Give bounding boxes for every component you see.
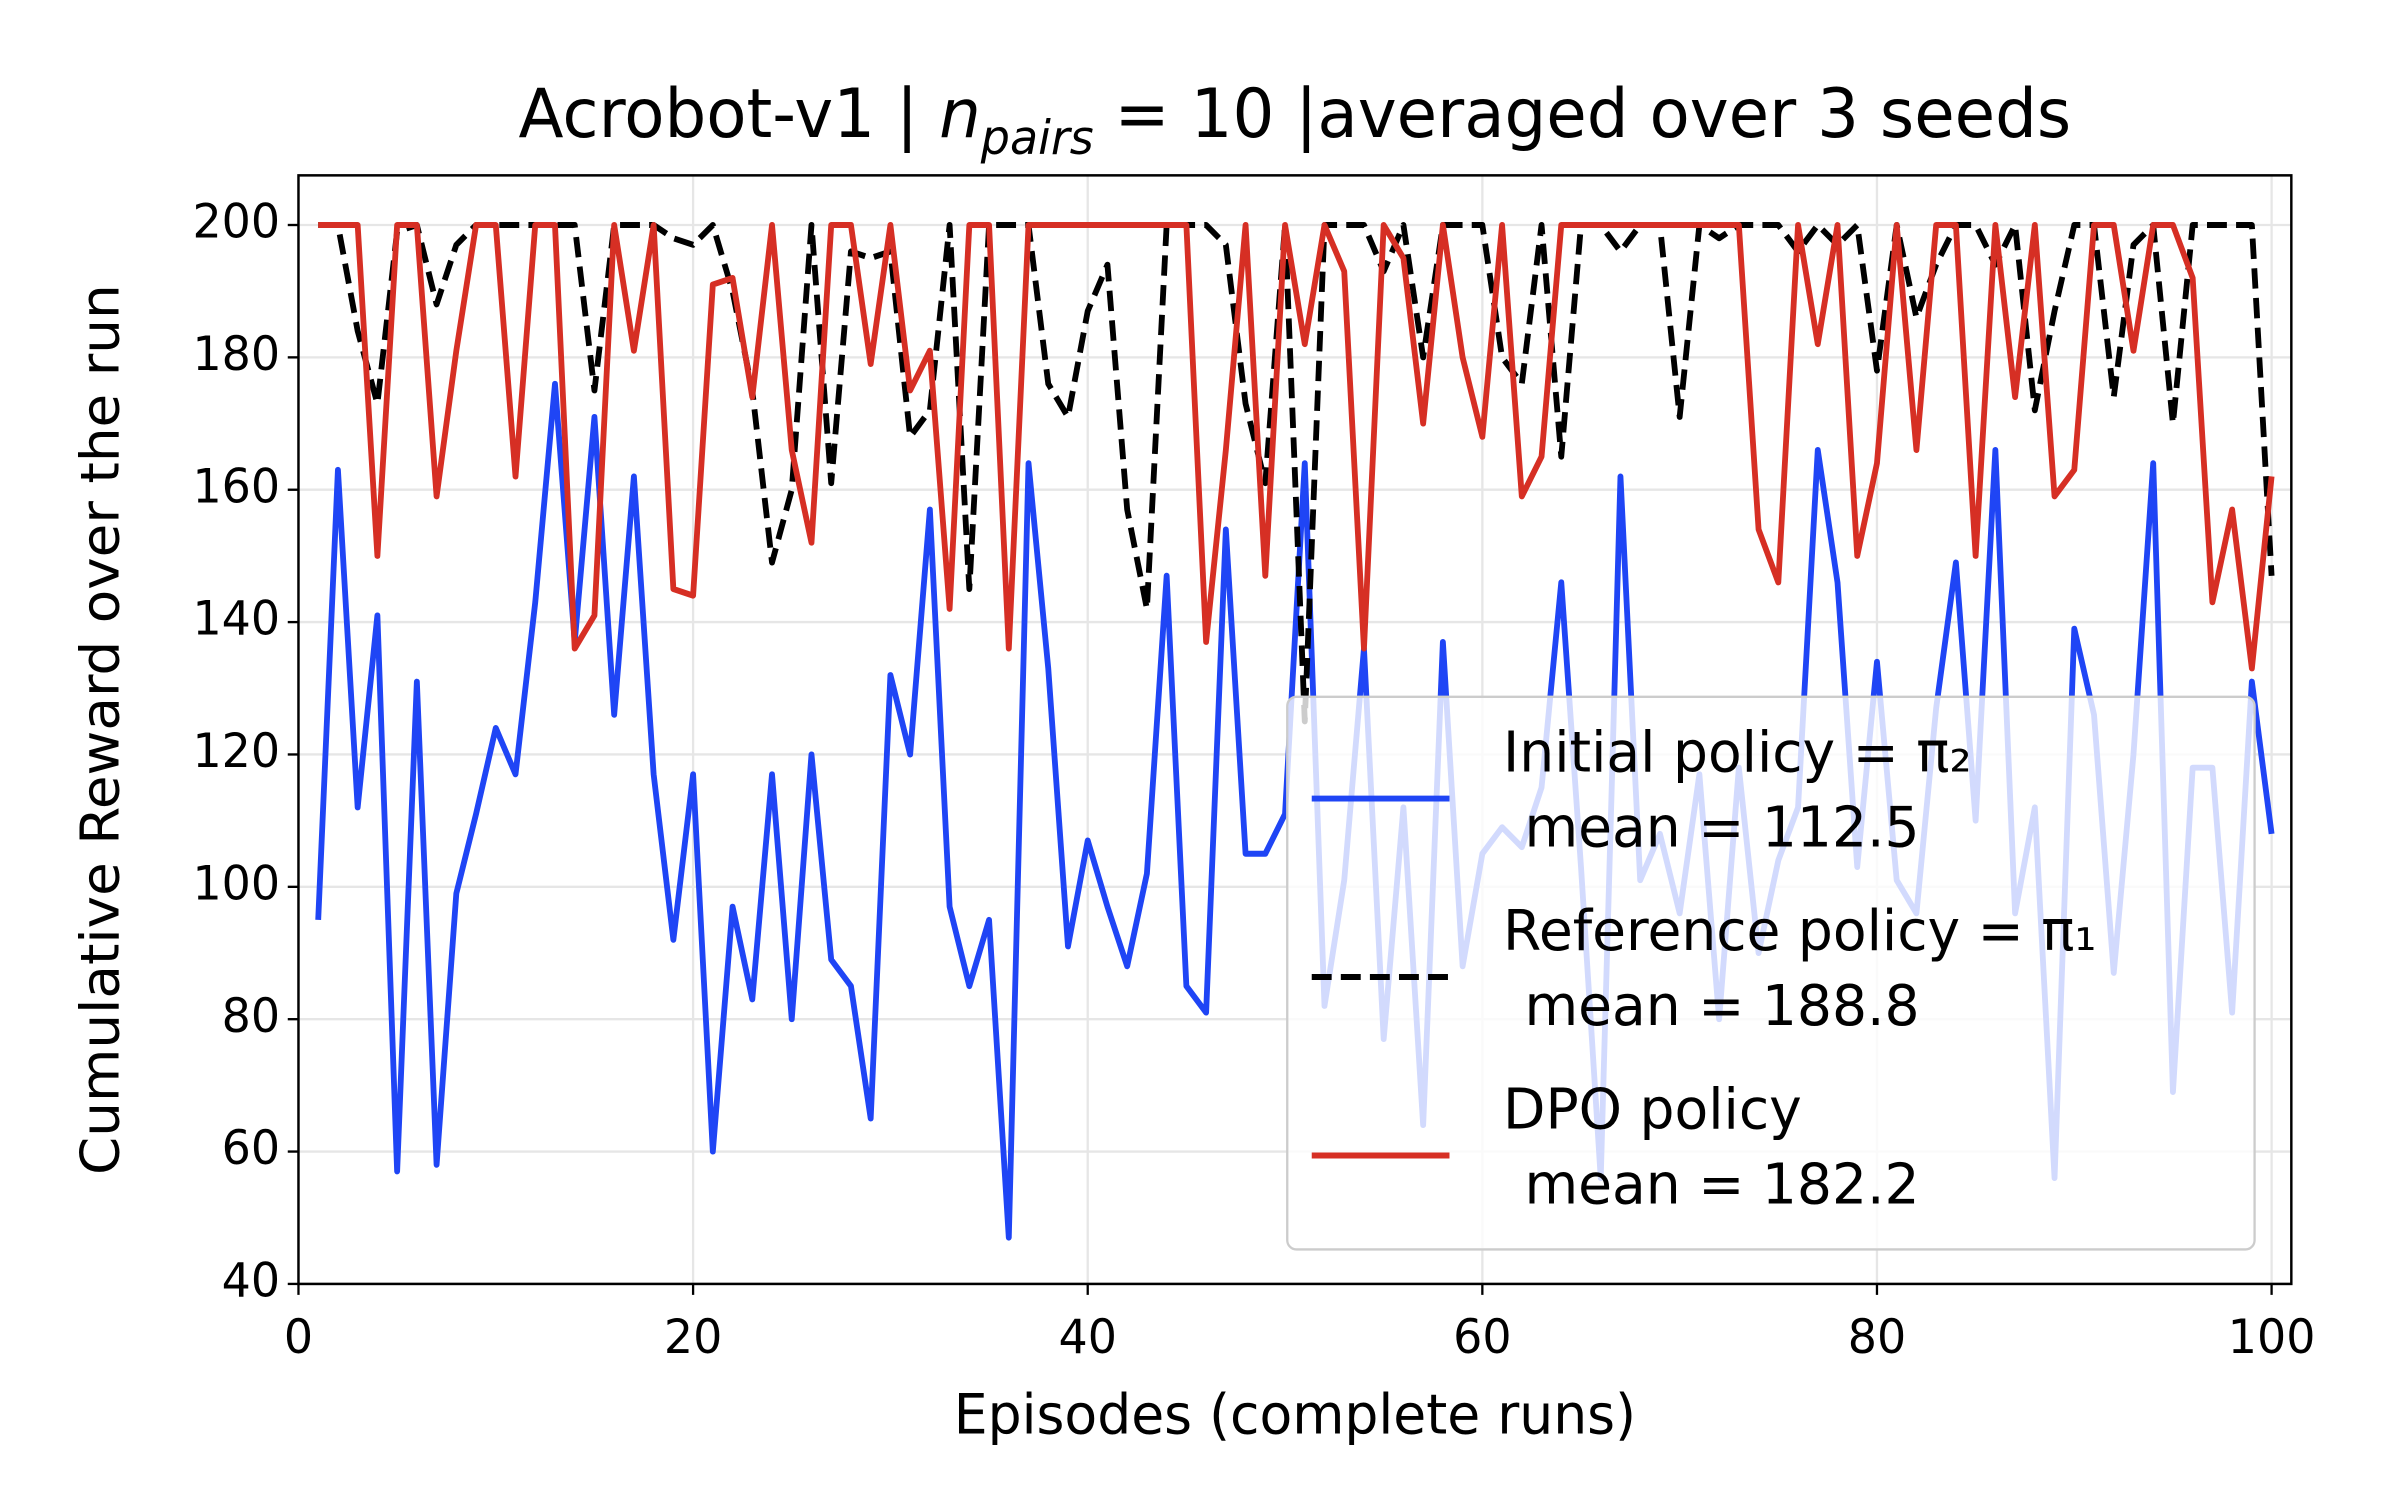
plot-area (315, 222, 2275, 1241)
y-axis-label: Cumulative Reward over the run (69, 284, 131, 1175)
axes-frame (297, 174, 2293, 1286)
y-tick-label: 200 (192, 194, 280, 249)
title-part: n (939, 75, 981, 154)
y-tick-label: 120 (192, 724, 280, 779)
series-line (318, 222, 2275, 672)
legend-label: DPO policy (1503, 1077, 1802, 1143)
title-part: pairs (980, 110, 1094, 165)
y-tick-label: 100 (192, 856, 280, 911)
x-tick-label: 80 (1848, 1309, 1906, 1364)
title-part: Acrobot-v1 | (519, 75, 940, 154)
x-axis-label: Episodes (complete runs) (954, 1383, 1636, 1447)
series-line (315, 380, 2275, 1241)
x-tick-label: 0 (284, 1309, 313, 1364)
legend-label: Reference policy = π₁ (1503, 898, 2096, 964)
legend-note: mean = 188.8 (1524, 974, 1919, 1040)
title-part: = 10 |averaged over 3 seeds (1094, 75, 2072, 154)
y-tick-label: 160 (192, 459, 280, 514)
legend-note: mean = 112.5 (1524, 795, 1919, 861)
y-tick-label: 60 (222, 1121, 280, 1176)
chart-title: Acrobot-v1 | npairs = 10 |averaged over … (519, 75, 2072, 165)
y-tick-label: 40 (222, 1253, 280, 1308)
x-tick-label: 40 (1059, 1309, 1117, 1364)
legend: Initial policy = π₂ mean = 112.5 Reference… (1286, 695, 2256, 1251)
x-tick-label: 60 (1453, 1309, 1511, 1364)
x-tick-label: 100 (2228, 1309, 2316, 1364)
x-tick-label: 20 (664, 1309, 722, 1364)
legend-box (1286, 695, 2256, 1251)
legend-label: Initial policy = π₂ (1503, 720, 1972, 786)
legend-note: mean = 182.2 (1524, 1152, 1919, 1218)
y-tick-label: 140 (192, 591, 280, 646)
y-tick-label: 80 (222, 988, 280, 1043)
ticks: 0 20 40 60 80 100 40 60 80 100 120 140 160 180 200 (192, 194, 2315, 1364)
series-line (318, 222, 2275, 725)
y-tick-label: 180 (192, 327, 280, 382)
